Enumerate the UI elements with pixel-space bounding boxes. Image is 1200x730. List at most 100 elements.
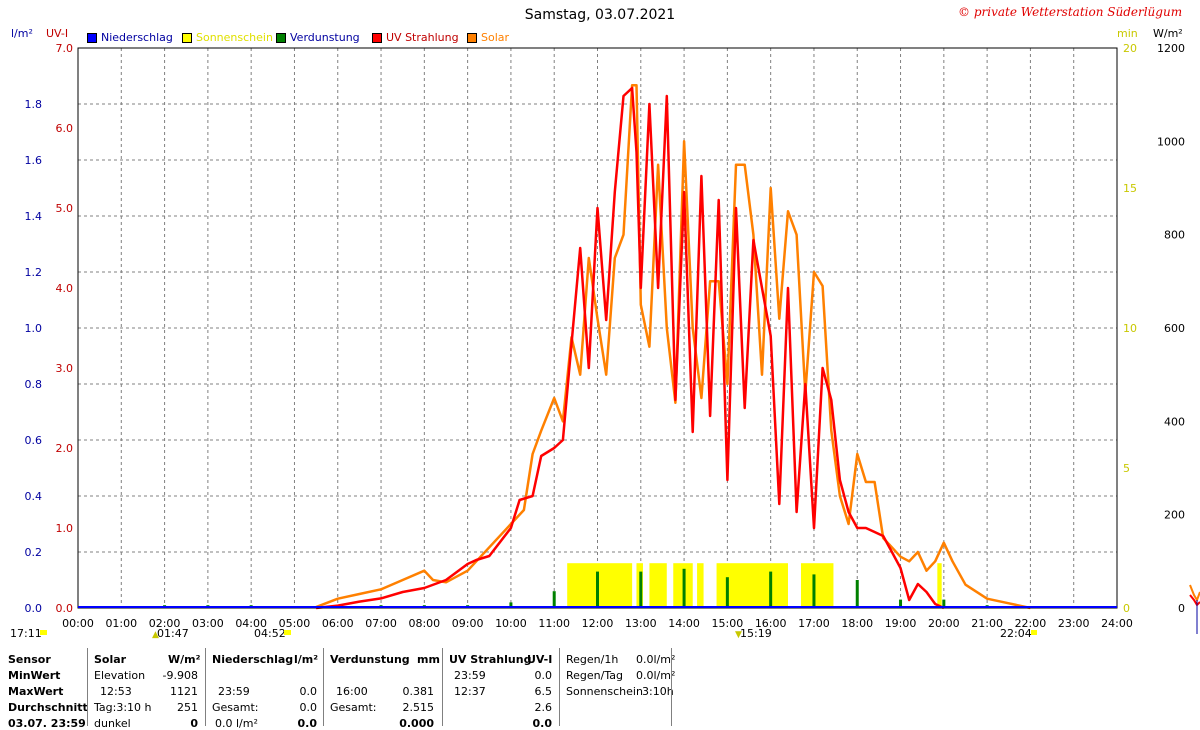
axis-unit-precip: l/m² — [11, 27, 33, 40]
sunshine-bar — [800, 563, 834, 608]
weather-chart: l/m² UV-I min W/m² 00:00 01:00 02:00 03:00 0… — [10, 27, 1200, 640]
x-tick-label: 05:00 — [279, 617, 311, 630]
y-tick-precip: 1.0 — [25, 322, 43, 335]
stats-footer: Sensor MinWert MaxWert Durchschnitt 03.0… — [0, 648, 1200, 730]
x-tick-label: 19:00 — [885, 617, 917, 630]
axis-unit-uv: UV-I — [46, 27, 68, 40]
x-tick-label: 22:00 — [1015, 617, 1047, 630]
evap-total-label: Gesamt: — [330, 701, 377, 714]
y-tick-precip: 1.4 — [25, 210, 43, 223]
precip-max-time: 23:59 — [218, 685, 250, 698]
evaporation-bar — [812, 574, 816, 608]
y-tick-solar: 200 — [1164, 509, 1185, 522]
uv-min-value: 0.0 — [534, 669, 553, 682]
solar-avg-value: 251 — [177, 701, 198, 714]
x-tick-label: 23:00 — [1058, 617, 1090, 630]
evaporation-bar — [769, 571, 773, 608]
y-tick-solar: 0 — [1178, 602, 1185, 615]
precip-total-value: 0.0 — [299, 701, 318, 714]
solar-current-label: dunkel — [94, 717, 131, 730]
x-tick-label: 08:00 — [408, 617, 440, 630]
moonset-icon: ▼ — [735, 630, 742, 640]
legend-label: Sonnenschein — [196, 31, 273, 44]
x-tick-label: 11:00 — [538, 617, 570, 630]
uv-max-time: 12:37 — [454, 685, 486, 698]
solar-line — [315, 84, 1031, 610]
marker-sunrise-left: 17:11 — [10, 627, 42, 640]
mini-trend-solar — [1189, 584, 1200, 603]
evap-current-value: 0.000 — [399, 717, 434, 730]
precip-unit: l/m² — [294, 653, 319, 666]
x-tick-label: 07:00 — [365, 617, 397, 630]
solar-max-time: 12:53 — [100, 685, 132, 698]
solar-current-value: 0 — [190, 717, 198, 730]
legend-swatch — [467, 32, 477, 43]
x-tick-label: 00:00 — [62, 617, 94, 630]
evaporation-bar — [639, 571, 643, 608]
y-tick-uv: 2.0 — [56, 442, 74, 455]
y-tick-sunshine: 0 — [1123, 602, 1130, 615]
precip-current-label: 0.0 l/m² — [215, 717, 258, 730]
legend-label: Niederschlag — [101, 31, 173, 44]
x-tick-label: 14:00 — [668, 617, 700, 630]
uv-line — [315, 86, 945, 610]
solar-unit: W/m² — [168, 653, 201, 666]
y-tick-precip: 0.8 — [25, 378, 43, 391]
footer-divider — [559, 648, 560, 726]
legend-swatch — [87, 32, 97, 43]
row-label-min: MinWert — [8, 669, 61, 682]
marker-sunset: 22:04 — [1000, 627, 1032, 640]
y-tick-uv: 0.0 — [56, 602, 74, 615]
sunshine-bar — [697, 563, 704, 608]
x-tick-label: 03:00 — [192, 617, 224, 630]
y-tick-sunshine: 15 — [1123, 182, 1137, 195]
y-tick-solar: 400 — [1164, 415, 1185, 428]
y-tick-precip: 0.4 — [25, 490, 43, 503]
evap-max-value: 0.381 — [402, 685, 435, 698]
x-tick-label: 04:00 — [235, 617, 267, 630]
x-tick-label: 10:00 — [495, 617, 527, 630]
rain-1h-value: 0.0l/m² — [636, 653, 676, 666]
evap-max-time: 16:00 — [336, 685, 368, 698]
uv-min-time: 23:59 — [454, 669, 486, 682]
y-tick-uv: 7.0 — [56, 42, 74, 55]
legend-niederschlag: Niederschlag — [87, 31, 173, 44]
y-tick-solar: 1000 — [1157, 135, 1185, 148]
footer-divider — [442, 648, 443, 726]
evaporation-bar — [596, 571, 599, 608]
x-tick-label: 17:00 — [798, 617, 830, 630]
y-tick-uv: 4.0 — [56, 282, 74, 295]
legend-sonnenschein: Sonnenschein — [182, 31, 273, 44]
x-tick-label: 13:00 — [625, 617, 657, 630]
y-tick-precip: 1.8 — [25, 98, 43, 111]
sunset-icon — [1031, 630, 1037, 635]
sensor-header: Sensor — [8, 653, 51, 666]
evap-header: Verdunstung — [330, 653, 410, 666]
legend-uv: UV Strahlung — [372, 31, 459, 44]
sunrise-icon — [284, 630, 291, 635]
evap-unit: mm — [417, 653, 440, 666]
sunshine-bar — [649, 563, 667, 608]
x-tick-label: 02:00 — [149, 617, 181, 630]
solar-avg-label: Tag:3:10 h — [94, 701, 152, 714]
x-tick-label: 12:00 — [582, 617, 614, 630]
x-tick-label: 24:00 — [1101, 617, 1133, 630]
y-tick-uv: 6.0 — [56, 122, 74, 135]
marker-noon: 15:19 — [740, 627, 772, 640]
footer-divider — [87, 648, 88, 726]
precip-total-label: Gesamt: — [212, 701, 259, 714]
x-tick-label: 16:00 — [755, 617, 787, 630]
legend-label: Solar — [481, 31, 510, 44]
rain-day-value: 0.0l/m² — [636, 669, 676, 682]
sunshine-bar — [937, 563, 942, 608]
legend-swatch — [276, 32, 286, 43]
solar-min-time: Elevation — [94, 669, 146, 682]
x-tick-label: 01:00 — [105, 617, 137, 630]
sunshine-label: Sonnenschein — [566, 685, 643, 698]
marker-sunrise: 04:52 — [254, 627, 286, 640]
footer-divider — [671, 648, 672, 726]
x-tick-label: 09:00 — [452, 617, 484, 630]
rain-1h-label: Regen/1h — [566, 653, 619, 666]
legend-label: UV Strahlung — [386, 31, 459, 44]
y-tick-solar: 800 — [1164, 229, 1185, 242]
